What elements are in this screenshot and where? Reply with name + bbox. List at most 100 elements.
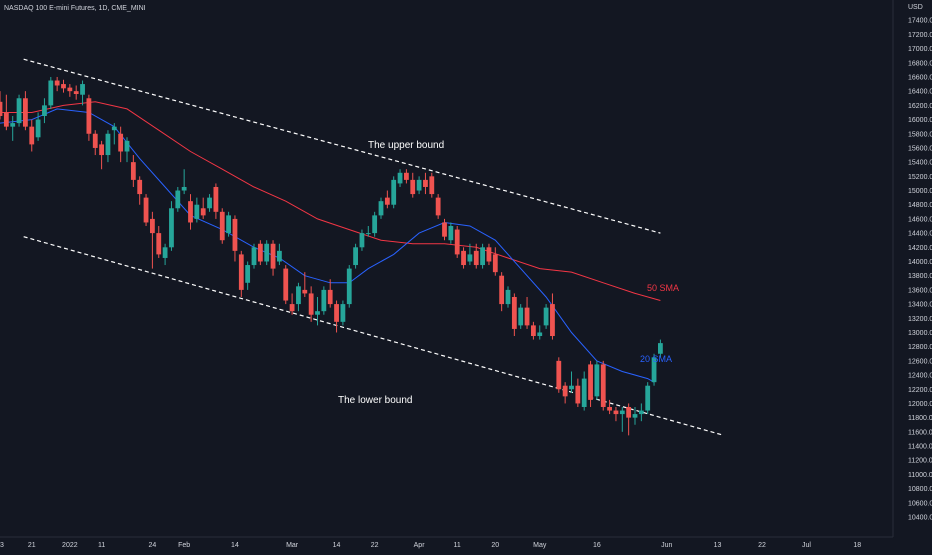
candle-up[interactable]: [80, 80, 85, 106]
candle-up[interactable]: [16, 94, 22, 127]
candle-down[interactable]: [219, 208, 225, 244]
candle-down[interactable]: [524, 296, 530, 329]
candle-down[interactable]: [0, 91, 3, 120]
candle-down[interactable]: [607, 399, 612, 415]
candle-down[interactable]: [150, 211, 155, 269]
candle-down[interactable]: [200, 197, 206, 219]
candle-up[interactable]: [264, 240, 270, 266]
candle-up[interactable]: [105, 130, 111, 163]
candle-up[interactable]: [353, 243, 358, 269]
candle-up[interactable]: [181, 169, 187, 195]
candle-up[interactable]: [569, 371, 574, 393]
time-axis[interactable]: 13 21 2022 11 24 Feb 14 Mar 14 22 Apr 11 20 May 16 Jun 1…: [0, 542, 861, 549]
candle-down[interactable]: [213, 183, 219, 219]
candle-down[interactable]: [73, 85, 79, 100]
candle-down[interactable]: [188, 194, 193, 230]
candle-up[interactable]: [48, 76, 54, 109]
candle-down[interactable]: [600, 360, 606, 411]
candle-up[interactable]: [448, 222, 454, 244]
candle-up[interactable]: [505, 286, 511, 308]
candle-down[interactable]: [270, 240, 276, 276]
candle-down[interactable]: [3, 94, 9, 131]
candle-up[interactable]: [111, 123, 117, 145]
candle-up[interactable]: [638, 403, 644, 422]
sma50-line[interactable]: [0, 101, 661, 301]
candle-up[interactable]: [169, 201, 174, 251]
candle-down[interactable]: [29, 119, 35, 152]
candle-up[interactable]: [365, 226, 371, 237]
candle-up[interactable]: [207, 194, 212, 212]
candle-down[interactable]: [429, 172, 435, 198]
candle-down[interactable]: [99, 140, 104, 170]
candle-up[interactable]: [346, 265, 352, 308]
candle-up[interactable]: [581, 371, 587, 411]
candle-up[interactable]: [372, 211, 378, 237]
candle-down[interactable]: [384, 190, 390, 209]
candle-up[interactable]: [480, 243, 485, 269]
candle-down[interactable]: [442, 218, 447, 241]
candle-up[interactable]: [162, 243, 168, 266]
candle-up[interactable]: [296, 282, 301, 312]
candle-up[interactable]: [251, 243, 257, 269]
candle-up[interactable]: [467, 243, 473, 266]
candle-up[interactable]: [594, 360, 600, 400]
candle-up[interactable]: [537, 325, 543, 340]
candle-down[interactable]: [588, 360, 593, 407]
candle-down[interactable]: [327, 279, 333, 308]
candle-down[interactable]: [23, 91, 28, 131]
candle-down[interactable]: [143, 194, 149, 227]
lower-bound-line[interactable]: [23, 236, 725, 436]
candle-up[interactable]: [175, 186, 181, 212]
candle-up[interactable]: [632, 406, 638, 425]
candle-down[interactable]: [492, 247, 498, 276]
candle-down[interactable]: [613, 406, 619, 422]
candle-up[interactable]: [277, 243, 282, 266]
candle-up[interactable]: [518, 304, 524, 329]
candle-up[interactable]: [315, 296, 320, 326]
candle-down[interactable]: [410, 172, 416, 198]
candle-down[interactable]: [283, 265, 289, 305]
candle-down[interactable]: [86, 94, 92, 141]
candle-down[interactable]: [92, 130, 98, 156]
candle-down[interactable]: [473, 243, 479, 269]
candle-up[interactable]: [397, 169, 403, 187]
candle-down[interactable]: [404, 169, 409, 184]
candle-up[interactable]: [245, 261, 251, 290]
candle-down[interactable]: [61, 79, 66, 93]
candle-up[interactable]: [321, 286, 327, 315]
candle-down[interactable]: [257, 240, 263, 266]
candle-down[interactable]: [461, 247, 466, 269]
candle-down[interactable]: [308, 286, 314, 322]
candle-down[interactable]: [454, 226, 460, 258]
candle-down[interactable]: [238, 250, 244, 297]
candle-down[interactable]: [550, 293, 555, 340]
candle-up[interactable]: [10, 116, 16, 141]
candle-down[interactable]: [499, 272, 505, 312]
candle-up[interactable]: [658, 339, 663, 358]
candle-down[interactable]: [137, 176, 143, 205]
candle-down[interactable]: [626, 403, 632, 436]
candle-up[interactable]: [194, 197, 200, 223]
candle-up[interactable]: [359, 229, 365, 251]
candle-down[interactable]: [531, 321, 536, 340]
candle-down[interactable]: [130, 155, 136, 187]
candle-down[interactable]: [435, 194, 441, 219]
candle-up[interactable]: [416, 176, 422, 195]
candle-up[interactable]: [226, 211, 231, 237]
candle-down[interactable]: [156, 226, 162, 258]
candle-down[interactable]: [556, 357, 562, 393]
upper-bound-line[interactable]: [23, 58, 661, 234]
candle-down[interactable]: [562, 382, 568, 404]
candle-up[interactable]: [619, 406, 625, 432]
candle-up[interactable]: [543, 304, 549, 329]
candle-up[interactable]: [645, 382, 651, 415]
candle-down[interactable]: [423, 172, 428, 195]
candle-up[interactable]: [391, 176, 397, 209]
candle-down[interactable]: [334, 300, 339, 333]
candle-up[interactable]: [42, 98, 47, 124]
candle-up[interactable]: [378, 197, 384, 219]
candle-down[interactable]: [511, 293, 517, 337]
candle-down[interactable]: [232, 215, 238, 262]
